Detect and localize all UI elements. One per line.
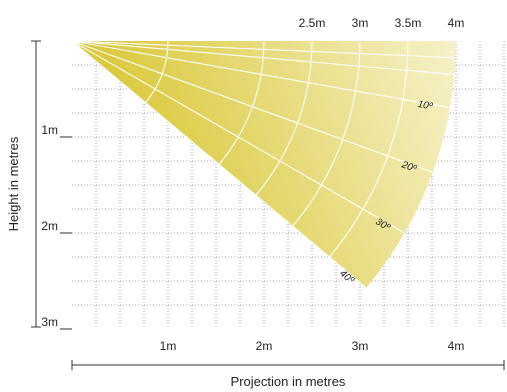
y-axis-title: Height in metres [6, 136, 21, 231]
height-tick-label: 3m [41, 315, 58, 329]
beam-sector [72, 41, 456, 288]
arc-distance-label: 3m [352, 16, 369, 30]
projection-tick-label: 1m [160, 339, 177, 353]
projection-tick-label: 2m [256, 339, 273, 353]
y-axis: Height in metres [6, 40, 41, 328]
arc-distance-label: 3.5m [395, 16, 422, 30]
beam-angle-label: 20º [399, 159, 419, 175]
distance-arc [145, 40, 169, 104]
height-tick-label: 1m [41, 123, 58, 137]
arc-distance-label: 2.5m [299, 16, 326, 30]
x-axis-title: Projection in metres [231, 374, 346, 389]
projection-tick-label: 4m [448, 339, 465, 353]
beam-angle-label: 10º [417, 99, 435, 113]
height-tick-label: 2m [41, 219, 58, 233]
distance-arc [218, 40, 265, 165]
distance-arc [292, 40, 361, 227]
x-axis: Projection in metres [71, 360, 505, 389]
distance-arcs [145, 40, 409, 258]
arc-distance-label: 4m [448, 16, 465, 30]
distance-arc [328, 40, 409, 258]
distance-arc [255, 40, 313, 196]
projection-tick-label: 3m [352, 339, 369, 353]
